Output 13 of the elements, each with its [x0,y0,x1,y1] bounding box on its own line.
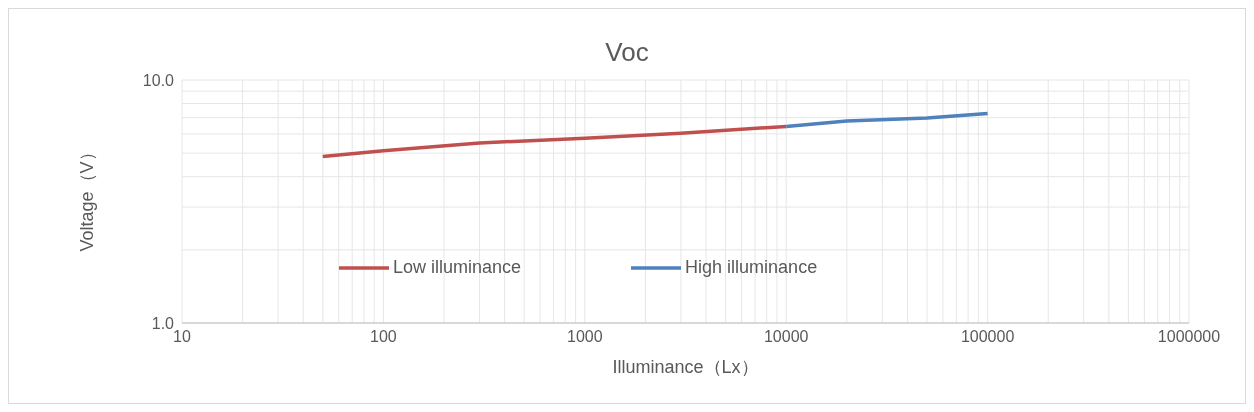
x-tick-label: 10000 [763,328,809,346]
x-tick-label: 1000000 [1157,328,1221,346]
chart-title: Voc [604,37,650,68]
y-tick-label: 1.0 [151,314,175,332]
x-tick-label: 100000 [960,328,1015,346]
y-tick-label: 10.0 [142,71,175,89]
y-axis-title: Voltage（V） [77,143,98,252]
legend-label: Low illuminance [393,257,522,278]
x-tick-label: 1000 [567,328,603,346]
x-tick-label: 10 [173,328,191,346]
x-tick-label: 100 [370,328,397,346]
x-axis-title: Illuminance（Lx） [612,357,759,377]
legend-label: High illuminance [685,257,818,278]
